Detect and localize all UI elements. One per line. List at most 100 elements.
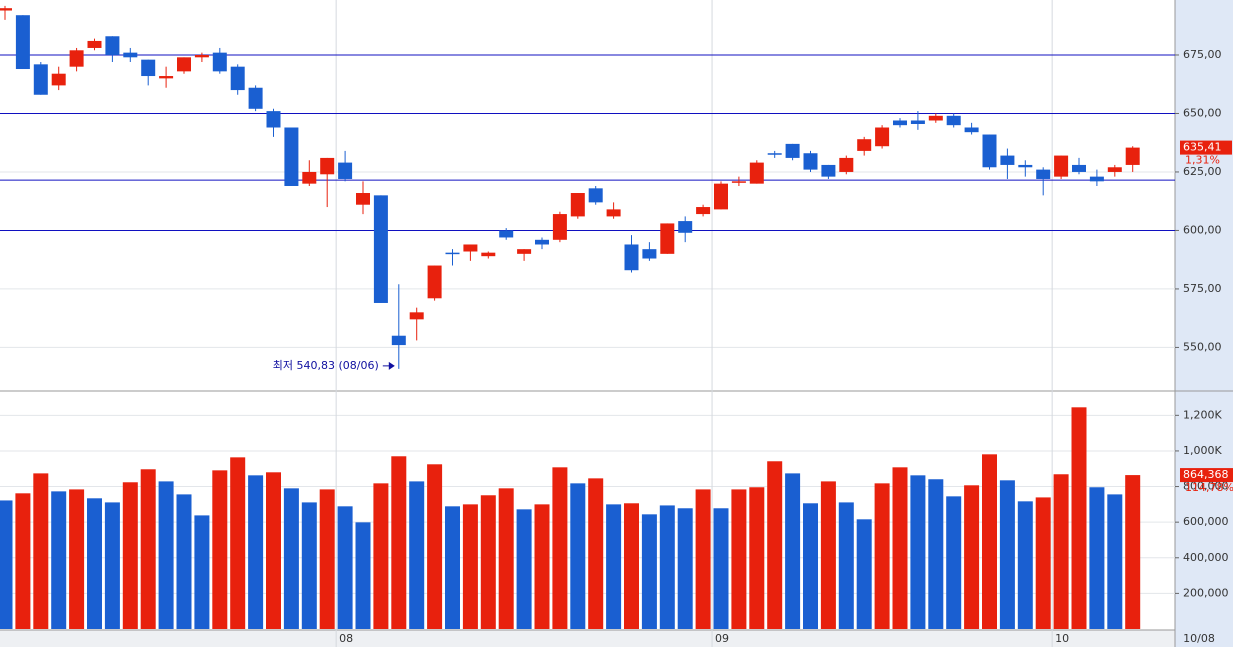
volume-bar (1017, 501, 1033, 629)
candle-body (893, 120, 907, 126)
candle-body (445, 252, 460, 255)
candle-body (1125, 147, 1140, 165)
y-tick-label: 575,00 (1183, 282, 1222, 295)
candle-body (0, 8, 12, 11)
volume-bar (641, 514, 657, 629)
candle-body (1000, 155, 1015, 165)
candle-body (767, 153, 782, 155)
candle-body (302, 171, 317, 184)
candle-body (230, 66, 245, 91)
volume-bar (319, 489, 335, 629)
x-tick-label: 08 (339, 632, 353, 645)
volume-bar (1089, 487, 1105, 629)
volume-bar (713, 508, 729, 629)
candle-body (678, 221, 693, 233)
candle-body (123, 52, 138, 58)
volume-bar (176, 494, 192, 629)
volume-bar (552, 467, 568, 629)
candle-body (284, 127, 299, 186)
volume-bar (731, 489, 747, 629)
candle-body (964, 127, 979, 133)
candle-body (875, 127, 890, 147)
volume-bar (140, 469, 156, 629)
change-label: 1,31% (1185, 154, 1220, 167)
y-tick-label: 600,00 (1183, 223, 1222, 236)
last-volume-box (1180, 468, 1233, 483)
y-tick-label: 650,00 (1183, 106, 1222, 119)
volume-bar (301, 502, 317, 629)
volume-bar (534, 504, 550, 629)
candle-body (642, 249, 657, 259)
volume-bar (624, 503, 639, 629)
candle-body (749, 162, 764, 184)
last-price-box (1180, 140, 1232, 155)
candle-body (481, 252, 496, 257)
candle-body (552, 214, 567, 240)
candle-body (248, 87, 263, 109)
volume-bar (946, 496, 962, 629)
volume-bar (1035, 497, 1051, 629)
candle-body (910, 120, 925, 124)
candle-body (624, 244, 639, 271)
candle-body (714, 183, 728, 210)
candle-body (803, 153, 818, 170)
candle-body (69, 50, 84, 67)
candle-body (588, 188, 603, 203)
volume-bar (588, 478, 604, 629)
candle-body (177, 57, 191, 72)
volume-bar (373, 483, 389, 629)
volume-bar (874, 483, 890, 629)
y-tick-label: 800,000 (1183, 480, 1229, 493)
volume-bar (230, 457, 246, 629)
candle-body (409, 312, 424, 320)
candle-body (928, 115, 943, 121)
candle-body (266, 111, 281, 128)
volume-bar (982, 454, 997, 629)
candle-body (141, 59, 156, 77)
candle-body (499, 230, 514, 238)
candle-body (105, 36, 120, 55)
volume-bar (928, 479, 944, 629)
y-tick-label: 1,200K (1183, 408, 1222, 421)
candle-body (320, 157, 335, 175)
y-tick-label: 600,000 (1183, 515, 1229, 528)
volume-bar (1107, 494, 1123, 629)
volume-bar (462, 504, 478, 629)
volume-bar (445, 506, 460, 629)
volume-bar (1071, 407, 1087, 629)
last-price-label: 635,41 (1183, 141, 1222, 154)
candle-body (1036, 169, 1051, 179)
volume-bar (1125, 475, 1141, 629)
candle-body (1018, 164, 1033, 168)
candle-body (159, 76, 174, 79)
volume-bar (355, 522, 371, 629)
volume-bar (659, 505, 675, 629)
volume-bar (892, 467, 908, 629)
candle-body (839, 157, 854, 172)
candle-body (356, 193, 370, 205)
candle-body (696, 207, 711, 215)
volume-bar (695, 489, 711, 629)
volume-bar (856, 519, 872, 629)
last-volume-label: 864,368 (1183, 468, 1229, 481)
date-axis-panel (0, 630, 1175, 647)
candle-body (373, 195, 388, 303)
candle-body (606, 209, 621, 217)
y-tick-label: 675,00 (1183, 48, 1222, 61)
volume-bar (480, 495, 496, 629)
x-tick-label: 10 (1055, 632, 1069, 645)
volume-bar (409, 481, 425, 629)
volume-bar (194, 515, 210, 629)
volume-bar (1053, 474, 1069, 629)
candle-body (1089, 176, 1104, 182)
candle-body (15, 15, 30, 70)
volume-bar (749, 487, 765, 629)
y-tick-label: 550,00 (1183, 340, 1222, 353)
candle-body (570, 193, 585, 217)
candle-body (427, 265, 442, 299)
volume-bar (964, 485, 980, 629)
volume-bar (0, 500, 13, 629)
volume-bar (677, 508, 693, 629)
candle-body (517, 249, 532, 254)
